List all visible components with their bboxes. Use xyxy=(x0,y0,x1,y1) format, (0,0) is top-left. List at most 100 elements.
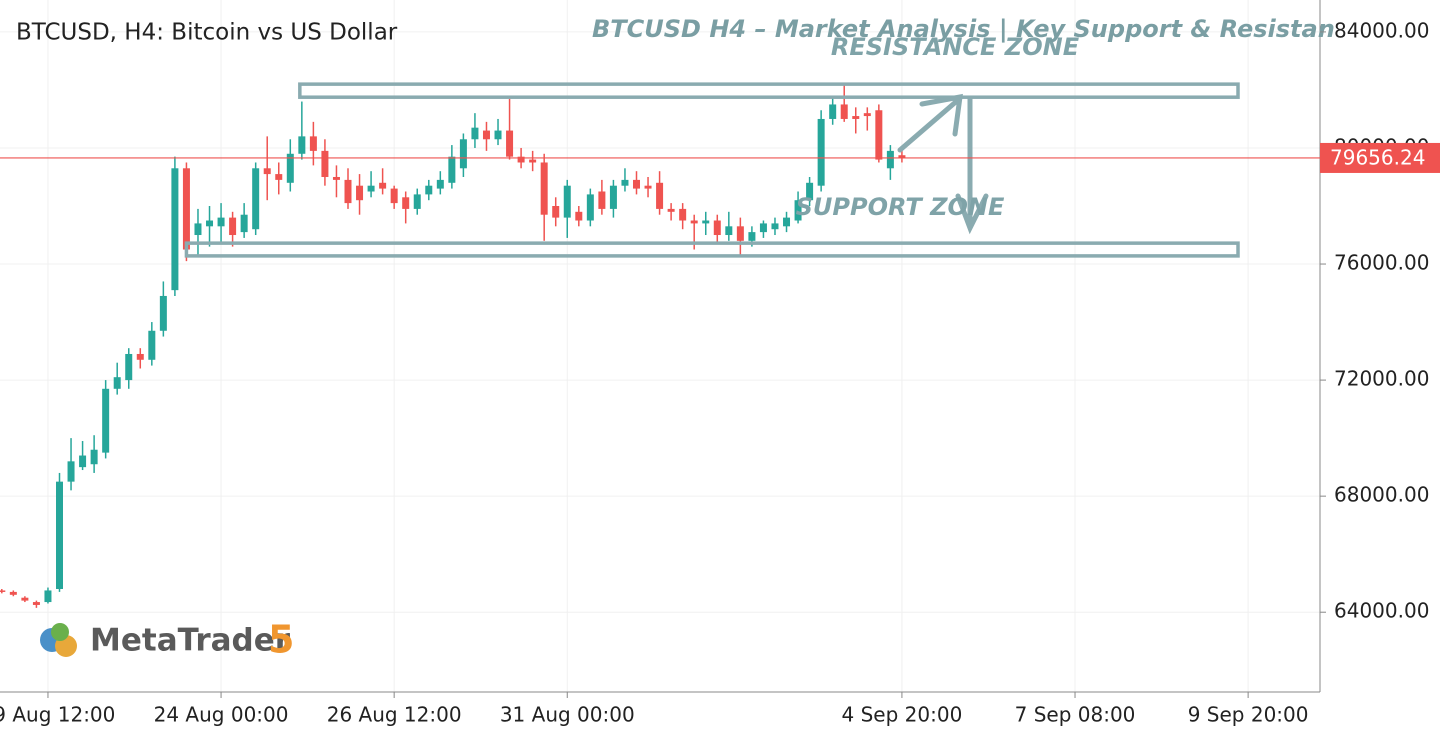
candle-body xyxy=(540,162,548,215)
x-tick-label: 19 Aug 12:00 xyxy=(0,703,115,727)
candle-body xyxy=(736,226,744,241)
candle-body xyxy=(286,153,294,183)
candle-body xyxy=(552,206,560,218)
candle-body xyxy=(482,130,490,140)
candle-body xyxy=(656,182,664,209)
candle-body xyxy=(852,116,860,119)
candle-body xyxy=(309,136,317,151)
candle-body xyxy=(633,179,640,189)
candle-body xyxy=(471,127,479,140)
candle-body xyxy=(506,130,514,157)
candle-body xyxy=(159,295,167,331)
candle-body xyxy=(702,220,710,224)
candle-body xyxy=(817,118,825,186)
candle-body xyxy=(725,226,733,236)
candle-body xyxy=(759,223,767,233)
candle-body xyxy=(332,176,340,180)
zone xyxy=(184,241,1240,258)
y-tick-label: 64000.00 xyxy=(1334,599,1429,623)
candle-body xyxy=(621,179,629,186)
x-tick-label: 7 Sep 08:00 xyxy=(1015,703,1136,727)
candle-body xyxy=(794,200,802,221)
candle-body xyxy=(21,597,29,601)
candle-body xyxy=(829,104,837,119)
candle-body xyxy=(436,179,444,189)
candle-body xyxy=(448,156,456,183)
logo-version: 5 xyxy=(268,618,294,662)
arrow-down xyxy=(955,95,989,235)
candle-body xyxy=(90,449,98,465)
candle-body xyxy=(344,179,352,204)
logo: MetaTrader 5 xyxy=(40,618,294,662)
candle-body xyxy=(9,591,17,595)
candle-body xyxy=(56,481,63,589)
candle-body xyxy=(275,174,283,180)
candle-body xyxy=(252,168,260,230)
candle-body xyxy=(240,214,248,233)
candle-body xyxy=(67,461,75,482)
x-tick-label: 9 Sep 20:00 xyxy=(1188,703,1309,727)
zone xyxy=(298,82,1240,99)
candle-body xyxy=(171,168,179,291)
candle-body xyxy=(806,182,814,201)
zone-label: RESISTANCE ZONE xyxy=(831,33,1080,61)
candle-body xyxy=(148,330,156,360)
grid xyxy=(0,0,1320,692)
candle-body xyxy=(886,150,894,169)
candle-body xyxy=(840,104,848,119)
candle-body xyxy=(644,185,652,189)
annotations: RESISTANCE ZONE SUPPORT ZONE xyxy=(184,33,1240,258)
candle-body xyxy=(194,223,202,236)
x-tick-label: 31 Aug 00:00 xyxy=(500,703,635,727)
candle-body xyxy=(0,590,6,592)
candle-body xyxy=(690,220,698,224)
candle-body xyxy=(402,197,410,209)
candle-body xyxy=(298,136,306,154)
candle-body xyxy=(667,208,675,212)
candle-body xyxy=(598,191,606,209)
x-tick-label: 26 Aug 12:00 xyxy=(327,703,462,727)
candle-body xyxy=(182,168,190,250)
candle-body xyxy=(413,194,421,209)
candle-body xyxy=(575,211,583,221)
candle-body xyxy=(713,220,721,236)
logo-icon xyxy=(51,623,69,641)
candle-body xyxy=(229,217,237,236)
candle-body xyxy=(494,130,502,140)
candle-body xyxy=(898,155,906,158)
candle-body xyxy=(517,156,525,163)
candle-body xyxy=(321,150,329,177)
y-tick-label: 72000.00 xyxy=(1334,367,1429,391)
candle-body xyxy=(748,232,756,241)
candle-body xyxy=(459,139,467,169)
candle-body xyxy=(771,223,779,230)
candle-body xyxy=(875,110,883,160)
candle-body xyxy=(609,185,617,209)
candle-body xyxy=(206,220,214,227)
x-tick-label: 4 Sep 20:00 xyxy=(842,703,963,727)
candle-body xyxy=(529,159,537,163)
candle-body xyxy=(217,217,225,227)
zone-label: SUPPORT ZONE xyxy=(796,193,1005,221)
candle-body xyxy=(563,185,571,218)
candle-body xyxy=(102,388,110,453)
candle-body xyxy=(136,353,144,360)
candle-body xyxy=(379,182,387,189)
candle-body xyxy=(586,194,594,221)
candle-body xyxy=(356,185,364,201)
candle-body xyxy=(32,602,40,605)
logo-text: MetaTrader xyxy=(90,623,291,659)
candle-body xyxy=(425,185,433,195)
candles xyxy=(0,84,906,608)
candle-body xyxy=(79,455,87,468)
candle-body xyxy=(125,353,133,381)
candle-body xyxy=(44,590,52,603)
chart-title: BTCUSD, H4: Bitcoin vs US Dollar xyxy=(16,20,398,46)
y-tick-label: 76000.00 xyxy=(1334,251,1429,275)
y-tick-label: 84000.00 xyxy=(1334,18,1429,42)
y-tick-label: 68000.00 xyxy=(1334,483,1429,507)
candle-body xyxy=(679,208,687,221)
price-label-box xyxy=(1320,142,1440,173)
